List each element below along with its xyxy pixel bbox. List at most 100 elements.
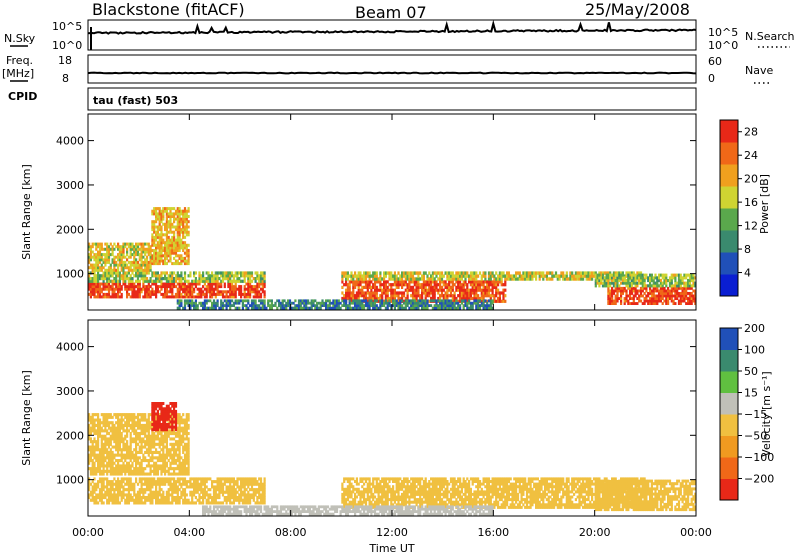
heat-cell — [236, 306, 239, 310]
heat-cell — [345, 274, 348, 278]
heat-cell — [352, 306, 355, 310]
heat-cell — [406, 283, 409, 287]
heat-cell — [162, 212, 165, 216]
heat-cell — [630, 302, 634, 305]
heat-cell — [254, 304, 257, 307]
heat-cell — [601, 284, 605, 288]
heat-cell — [142, 255, 145, 259]
heat-cell — [578, 274, 581, 278]
heat-cell — [167, 490, 170, 494]
heat-cell — [482, 296, 485, 301]
heat-cell — [144, 250, 147, 254]
heat-cell — [515, 271, 518, 275]
heat-cell — [160, 498, 163, 502]
heat-cell — [182, 282, 185, 286]
heat-cell — [95, 258, 98, 262]
heat-cell — [620, 289, 623, 293]
heat-cell — [630, 286, 634, 290]
heat-cell — [164, 287, 167, 291]
heat-cell — [460, 291, 463, 295]
heat-cell — [225, 480, 228, 484]
heat-cell — [607, 299, 610, 303]
heat-cell — [129, 260, 132, 264]
heat-cell — [238, 477, 241, 481]
heat-cell — [129, 445, 132, 449]
heat-cell — [497, 296, 500, 301]
heat-cell — [127, 421, 130, 425]
heat-cell — [167, 480, 170, 484]
heat-cell — [690, 299, 693, 303]
heat-cell — [404, 296, 407, 301]
heat-cell — [415, 271, 418, 275]
heat-cell — [126, 263, 129, 267]
heat-cell — [652, 286, 655, 290]
heat-cell — [330, 306, 333, 310]
heat-cell — [214, 295, 217, 299]
heat-cell — [373, 283, 377, 287]
heat-cell — [240, 295, 243, 299]
heat-cell — [218, 496, 221, 500]
heat-cell — [115, 459, 118, 463]
heat-cell — [129, 477, 132, 481]
heat-cell — [618, 297, 621, 300]
heat-cell — [129, 295, 132, 299]
heat-cell — [100, 440, 103, 444]
heat-cell — [687, 286, 690, 290]
heat-cell — [464, 304, 467, 307]
heat-cell — [638, 299, 641, 303]
heat-cell — [187, 299, 190, 303]
heat-cell — [193, 290, 196, 294]
heat-cell — [136, 260, 140, 264]
heat-cell — [202, 501, 205, 505]
heat-cell — [138, 258, 141, 262]
heat-cell — [430, 277, 433, 281]
heat-cell — [475, 299, 478, 303]
heat-cell — [115, 480, 118, 484]
heat-cell — [236, 498, 239, 502]
heat-cell — [124, 260, 127, 264]
heat-cell — [198, 485, 201, 489]
heat-cell — [473, 277, 476, 281]
heat-cell — [155, 418, 158, 422]
heat-cell — [652, 289, 655, 293]
heat-cell — [214, 493, 217, 497]
heat-cell — [629, 281, 632, 285]
heat-cell — [636, 302, 639, 305]
heat-cell — [218, 488, 221, 492]
heat-cell — [142, 477, 145, 481]
heat-cell — [147, 292, 150, 296]
heat-cell — [178, 254, 181, 258]
heat-cell — [249, 274, 252, 278]
heat-cell — [165, 262, 168, 266]
heat-cell — [480, 299, 483, 303]
heat-cell — [156, 456, 159, 460]
heat-cell — [439, 283, 442, 287]
heat-cell — [169, 241, 172, 245]
heat-cell — [428, 277, 431, 281]
heat-cell — [413, 291, 416, 295]
heat-cell — [667, 302, 670, 305]
heat-cell — [366, 291, 369, 295]
heat-cell — [124, 421, 127, 425]
heat-cell — [187, 230, 190, 234]
heat-cell — [422, 280, 425, 284]
heat-cell — [185, 290, 188, 294]
heat-cell — [683, 286, 686, 290]
heat-cell — [104, 292, 107, 296]
heat-cell — [171, 215, 174, 218]
heat-cell — [183, 209, 187, 213]
heat-cell — [145, 434, 149, 438]
heat-cell — [109, 469, 112, 473]
heat-cell — [100, 464, 103, 468]
heat-cell — [659, 297, 662, 300]
heat-cell — [145, 250, 149, 254]
heat-cell — [147, 263, 150, 267]
heat-cell — [104, 421, 107, 425]
heat-cell — [118, 445, 121, 449]
heat-cell — [164, 271, 167, 275]
heat-cell — [202, 496, 205, 500]
heat-cell — [109, 426, 112, 430]
heat-cell — [129, 469, 132, 473]
heat-cell — [129, 442, 132, 446]
heat-cell — [491, 285, 494, 289]
